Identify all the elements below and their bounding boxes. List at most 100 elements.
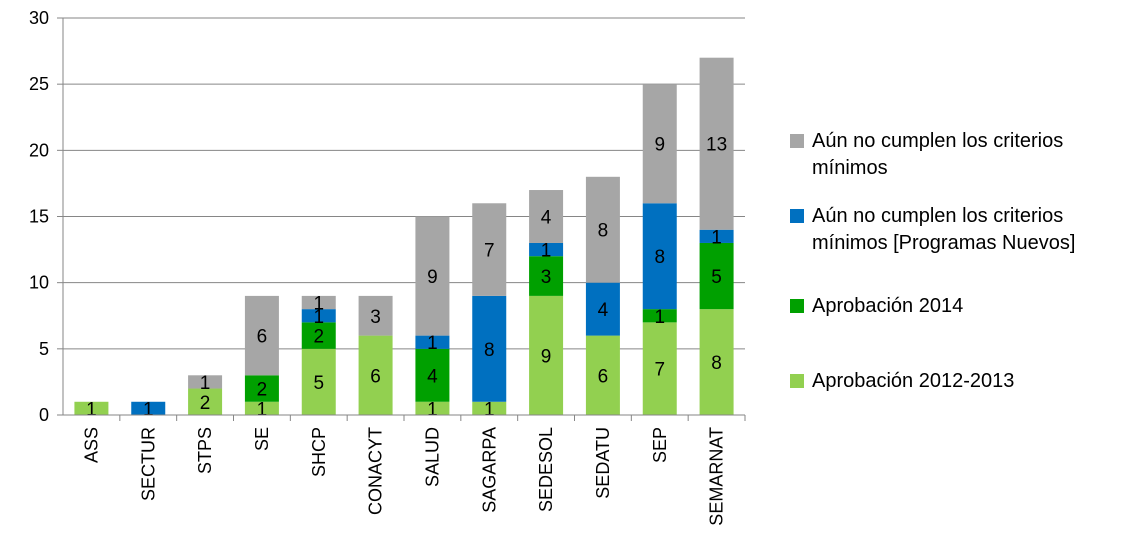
y-tick-label: 15: [29, 207, 49, 227]
bar-segment: [415, 216, 450, 336]
bar-segment: [699, 242, 734, 310]
bar-segment: [585, 335, 620, 415]
data-label: 1: [143, 399, 154, 420]
bar-segment: [529, 190, 564, 243]
data-label: 1: [484, 399, 495, 420]
legend-item: Aún no cumplen los criterios mínimos: [790, 128, 1063, 182]
data-label: 1: [86, 399, 97, 420]
data-label: 6: [257, 327, 268, 348]
data-label: 4: [427, 366, 438, 387]
legend-swatch: [790, 209, 804, 223]
bar-segment: [472, 295, 507, 402]
data-label: 2: [200, 393, 211, 414]
bar-segment: [244, 295, 279, 376]
y-tick-label: 20: [29, 140, 49, 160]
data-label: 1: [541, 241, 552, 262]
x-tick-label: SHCP: [309, 427, 329, 477]
x-tick-label: SECTUR: [138, 427, 158, 501]
bar-segment: [301, 348, 336, 415]
x-tick-label: SEP: [650, 427, 670, 463]
data-label: 8: [654, 247, 665, 268]
data-label: 1: [313, 294, 324, 315]
bar-segment: [642, 84, 677, 204]
data-label: 4: [541, 208, 552, 229]
bar-segment: [244, 401, 279, 415]
data-label: 13: [706, 135, 727, 156]
bar-segment: [415, 401, 450, 415]
x-tick-label: SE: [252, 427, 272, 451]
bar-segment: [699, 229, 734, 243]
data-label: 2: [257, 380, 268, 401]
bar-segment: [301, 309, 336, 323]
bar-segment: [699, 57, 734, 230]
legend-label: Aprobación 2014: [812, 295, 964, 317]
data-label: 7: [484, 241, 495, 262]
y-tick-label: 0: [39, 405, 49, 425]
data-label: 8: [484, 340, 495, 361]
y-tick-label: 5: [39, 339, 49, 359]
data-label: 7: [654, 360, 665, 381]
legend-swatch: [790, 374, 804, 388]
data-label: 1: [313, 307, 324, 328]
x-tick-label: SALUD: [422, 427, 442, 487]
legend-item: Aprobación 2012-2013: [790, 368, 1014, 395]
bar-segment: [472, 203, 507, 296]
bar-segment: [358, 335, 393, 415]
data-label: 9: [427, 267, 438, 288]
bar-segment: [244, 375, 279, 402]
bar-segment: [529, 295, 564, 415]
data-label: 1: [654, 307, 665, 328]
data-label: 3: [370, 307, 381, 328]
data-label: 9: [654, 135, 665, 156]
bar-segment: [642, 203, 677, 310]
legend-item: Aún no cumplen los criterios mínimos [Pro…: [790, 203, 1075, 257]
data-label: 6: [370, 366, 381, 387]
data-label: 2: [313, 327, 324, 348]
legend-label: Aún no cumplen los criterios mínimos [Pro…: [812, 205, 1076, 254]
x-tick-label: SEDESOL: [536, 427, 556, 512]
bar-segment: [642, 322, 677, 415]
x-tick-label: SEMARNAT: [707, 427, 727, 526]
data-label: 5: [313, 373, 324, 394]
data-label: 4: [598, 300, 609, 321]
data-label: 1: [257, 399, 268, 420]
data-label: 8: [598, 221, 609, 242]
bar-segment: [529, 256, 564, 296]
bar-segment: [188, 375, 223, 389]
data-label: 5: [711, 267, 722, 288]
data-label: 1: [200, 373, 211, 394]
x-tick-label: STPS: [195, 427, 215, 474]
y-tick-label: 25: [29, 74, 49, 94]
x-tick-label: CONACYT: [366, 427, 386, 515]
bar-segment: [301, 295, 336, 310]
bar-segment: [301, 322, 336, 349]
data-label: 9: [541, 346, 552, 367]
data-label: 6: [598, 366, 609, 387]
y-tick-label: 30: [29, 8, 49, 28]
data-label: 1: [711, 227, 722, 248]
bar-segment: [188, 388, 223, 415]
legend-swatch: [790, 134, 804, 148]
bar-segment: [358, 295, 393, 336]
x-tick-label: ASS: [81, 427, 101, 463]
bar-segment: [585, 282, 620, 336]
x-tick-label: SEDATU: [593, 427, 613, 499]
stacked-bar-chart: 0510152025301ASS1SECTUR21STPS126SE5211SH…: [29, 8, 746, 526]
data-label: 1: [427, 333, 438, 354]
bar-segment: [74, 401, 109, 415]
legend-swatch: [790, 299, 804, 313]
bar-segment: [699, 309, 734, 415]
bar-segment: [472, 401, 507, 415]
bar-segment: [415, 348, 450, 402]
y-tick-label: 10: [29, 273, 49, 293]
bar-segment: [131, 401, 166, 415]
bar-segment: [529, 242, 564, 257]
x-tick-label: SAGARPA: [479, 427, 499, 513]
legend-item: Aprobación 2014: [790, 293, 963, 320]
legend-label: Aún no cumplen los criterios mínimos: [812, 130, 1064, 179]
data-label: 1: [427, 399, 438, 420]
bar-segment: [585, 176, 620, 283]
data-label: 3: [541, 267, 552, 288]
legend-label: Aprobación 2012-2013: [812, 370, 1015, 392]
bar-segment: [642, 309, 677, 323]
